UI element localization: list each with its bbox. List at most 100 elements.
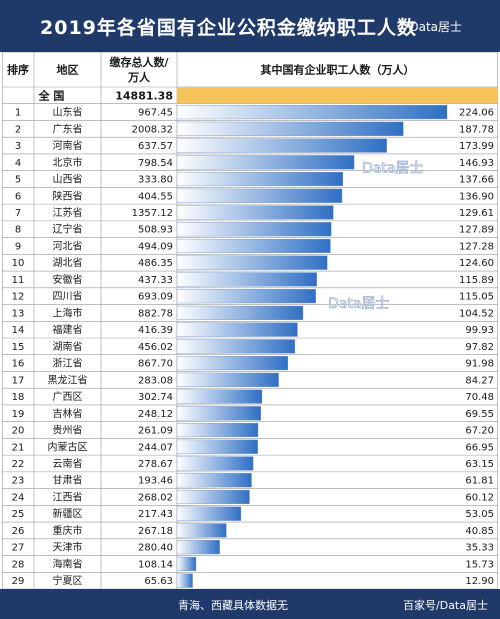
bar: [176, 506, 242, 521]
table-grid: [2, 52, 498, 589]
total-count-label: 693.09: [138, 292, 173, 303]
footer-bar: 青海、西藏具体数据无 百家号/Data居士: [0, 589, 500, 619]
total-count-label: 302.74: [138, 392, 173, 403]
value-label: 173.99: [459, 141, 494, 152]
bar: [176, 523, 227, 538]
region-label: 新疆区: [53, 507, 83, 520]
region-label: 山西省: [53, 173, 83, 186]
source-label: 百家号/Data居士: [403, 599, 488, 612]
bar: [176, 238, 331, 254]
total-count-label: 193.46: [138, 476, 173, 487]
value-label: 35.33: [465, 543, 494, 554]
bar: [176, 121, 404, 136]
value-label: 66.95: [465, 442, 494, 453]
value-label: 127.28: [459, 241, 494, 252]
header-total-line2: 万人: [127, 70, 151, 84]
value-label: 136.90: [459, 191, 494, 202]
bar: [176, 406, 262, 421]
value-label: 63.15: [465, 459, 494, 470]
total-count-label: 267.18: [138, 526, 173, 537]
bar: [176, 422, 259, 438]
rank-label: 24: [12, 492, 25, 503]
total-count-label: 494.09: [138, 241, 173, 252]
rank-label: 12: [12, 292, 25, 303]
region-label: 湖北省: [53, 256, 83, 269]
bar: [176, 188, 343, 203]
bar: [176, 573, 193, 588]
bar: [176, 372, 279, 387]
bar: [176, 272, 317, 287]
total-bar: [177, 87, 498, 104]
rank-label: 27: [12, 543, 25, 554]
value-label: 104.52: [459, 308, 494, 319]
region-label: 江西省: [53, 490, 83, 503]
total-count-label: 456.02: [138, 342, 173, 353]
rank-label: 26: [12, 526, 25, 537]
total-count-label: 283.08: [138, 375, 173, 386]
rank-label: 8: [15, 225, 21, 236]
bar: [176, 105, 448, 120]
region-label: 河北省: [53, 239, 83, 252]
region-label: 北京市: [53, 156, 83, 169]
value-label: 115.89: [459, 275, 494, 286]
watermark: Data居士: [328, 296, 389, 312]
rank-label: 4: [15, 158, 21, 169]
rank-label: 20: [12, 426, 25, 437]
value-label: 61.81: [465, 476, 494, 487]
total-count-label: 108.14: [138, 559, 173, 570]
rank-label: 10: [12, 258, 25, 269]
rank-label: 21: [12, 442, 25, 453]
rank-label: 25: [12, 509, 25, 520]
total-count-label: 248.12: [138, 409, 173, 420]
region-label: 甘肃省: [53, 474, 83, 487]
bar: [176, 205, 334, 220]
total-count-label: 268.02: [138, 492, 173, 503]
total-count-label: 882.78: [138, 308, 173, 319]
region-label: 安徽省: [53, 273, 83, 286]
region-label: 宁夏区: [53, 574, 83, 587]
value-label: 67.20: [465, 426, 494, 437]
rank-label: 18: [12, 392, 25, 403]
rank-label: 16: [12, 359, 25, 370]
bar: [176, 489, 250, 505]
rank-label: 17: [12, 375, 25, 386]
total-count: 14881.38: [115, 89, 173, 102]
rank-label: 2: [15, 124, 21, 135]
total-count-label: 333.80: [138, 175, 173, 186]
value-label: 69.55: [465, 409, 494, 420]
watermark: Data居士: [362, 161, 423, 177]
value-label: 84.27: [465, 375, 494, 386]
region-label: 贵州省: [53, 424, 83, 437]
region-label: 辽宁省: [53, 223, 83, 236]
rank-label: 1: [15, 108, 21, 119]
value-label: 15.73: [465, 559, 494, 570]
total-count-label: 65.63: [144, 576, 173, 587]
value-label: 187.78: [459, 124, 494, 135]
header-region: 地区: [57, 63, 79, 77]
value-label: 124.60: [459, 258, 494, 269]
bar: [176, 138, 387, 153]
region-label: 广东省: [53, 122, 83, 135]
bar: [176, 322, 298, 337]
total-count-label: 1357.12: [132, 208, 173, 219]
value-label: 146.93: [459, 158, 494, 169]
header-total-line1: 缴存总人数/: [109, 55, 169, 69]
bar: [176, 305, 304, 320]
rank-label: 7: [15, 208, 21, 219]
bar: [176, 155, 355, 170]
region-label: 吉林省: [53, 407, 83, 420]
region-label: 河南省: [53, 139, 83, 152]
bar: [176, 356, 289, 371]
value-label: 224.06: [459, 108, 494, 119]
rank-label: 29: [12, 576, 25, 587]
bar: [176, 255, 328, 270]
value-label: 137.66: [459, 175, 494, 186]
title-bar: 2019年各省国有企业公积金缴纳职工人数 Data居士: [0, 0, 500, 52]
rank-label: 23: [12, 476, 25, 487]
total-count-label: 486.35: [138, 258, 173, 269]
region-label: 福建省: [53, 323, 83, 336]
rank-label: 19: [12, 409, 25, 420]
total-count-label: 244.07: [138, 442, 173, 453]
total-count-label: 217.43: [138, 509, 173, 520]
